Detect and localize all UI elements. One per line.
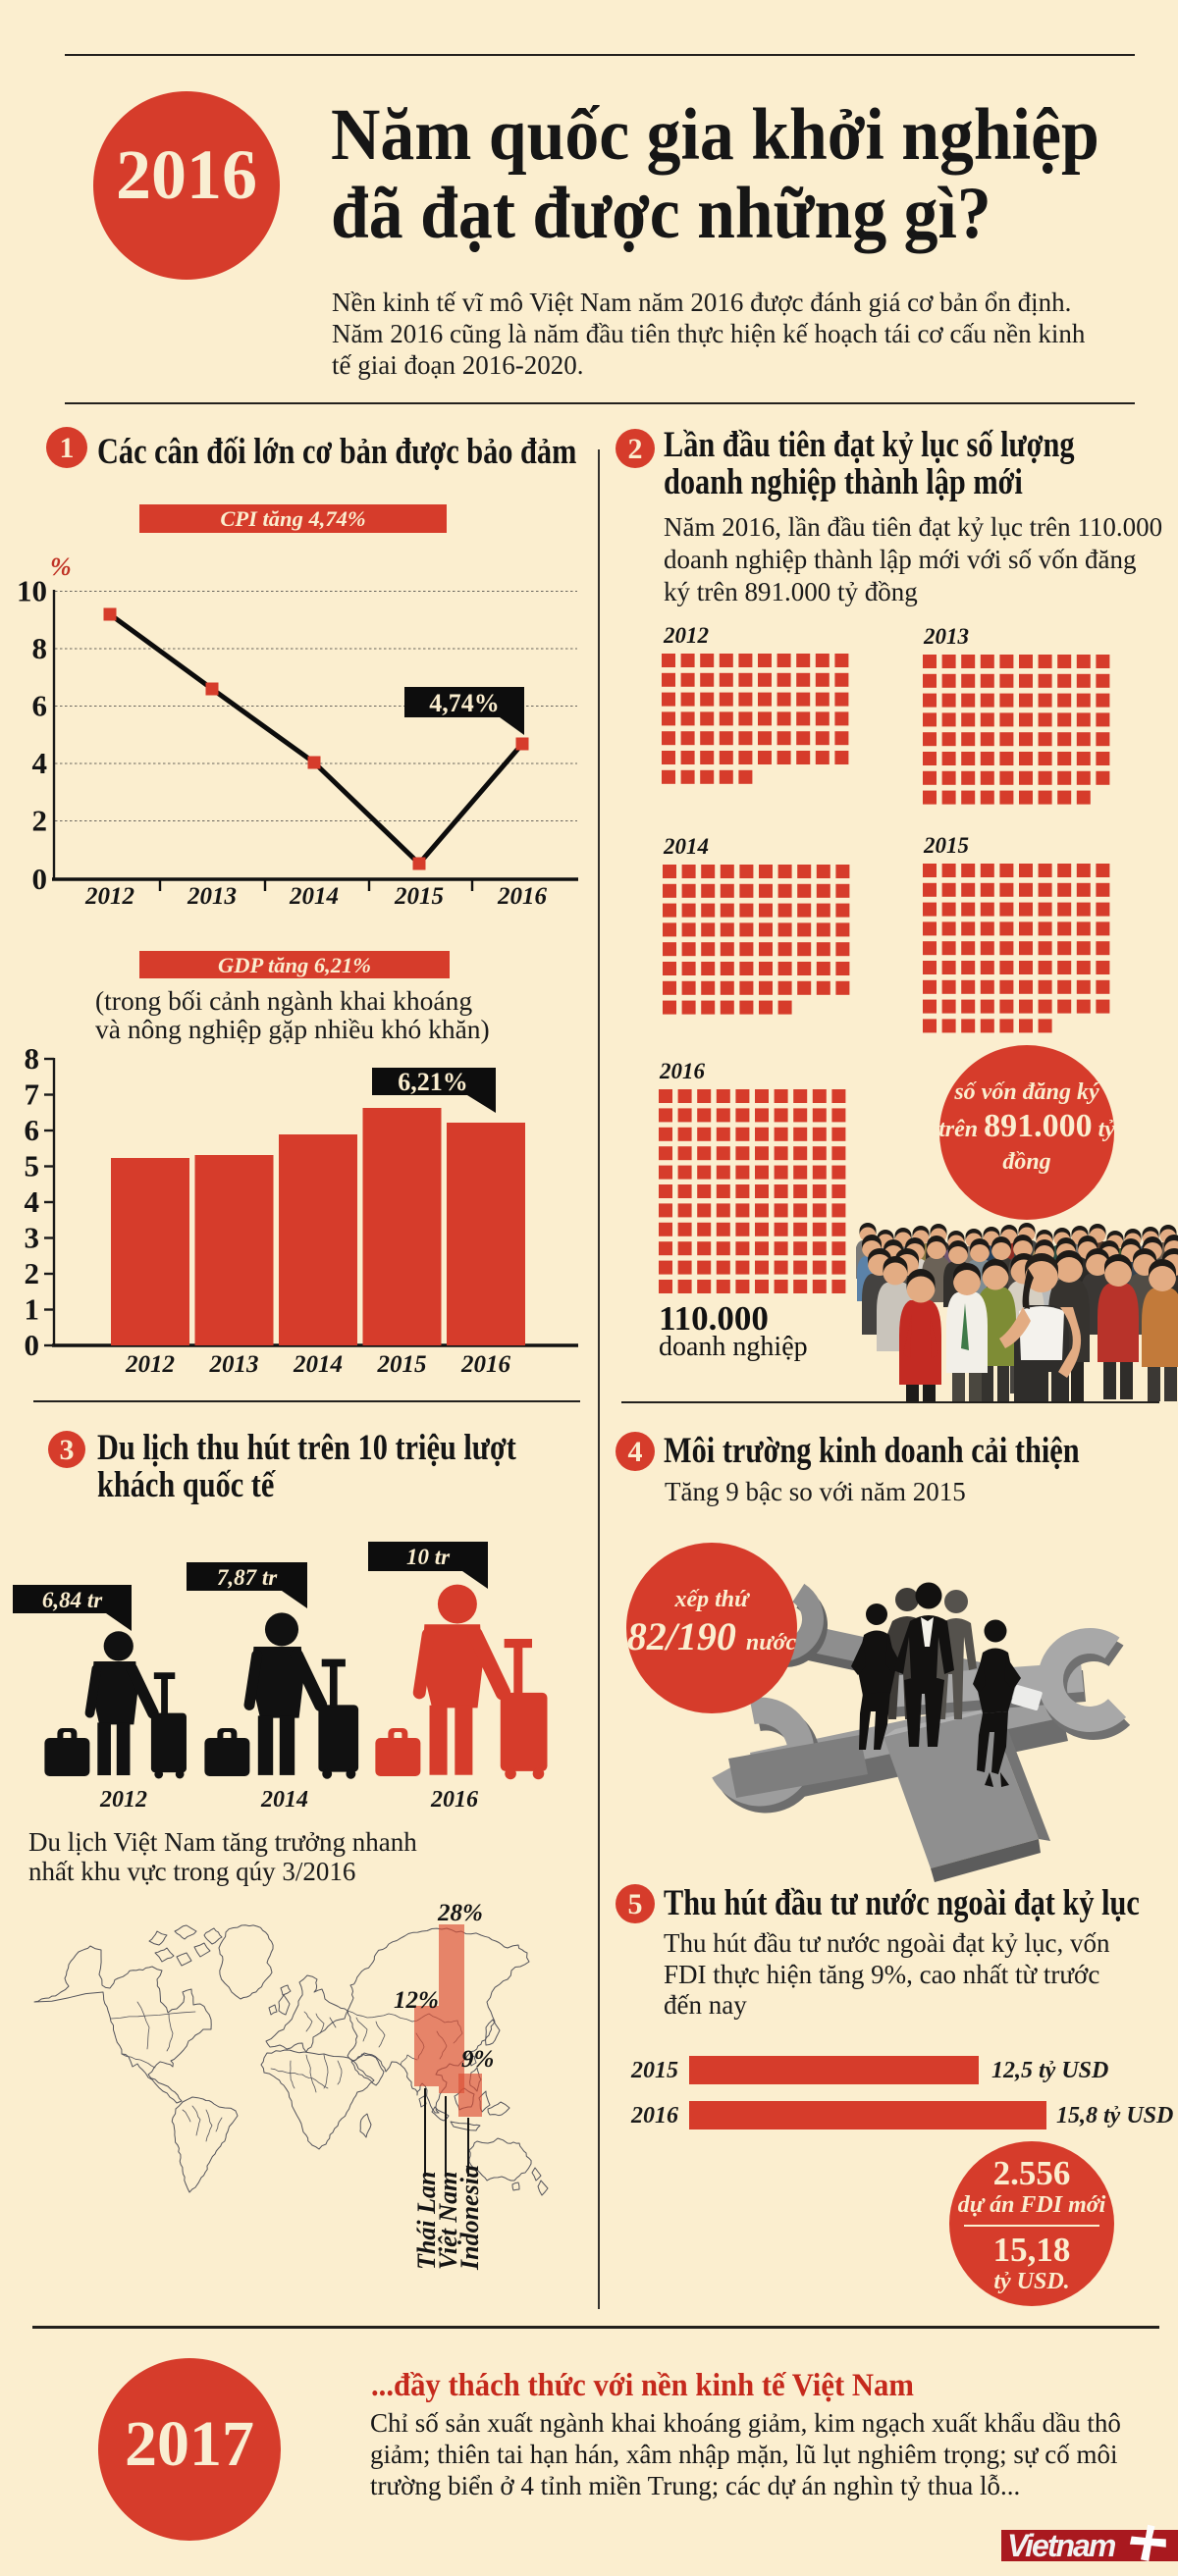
svg-text:4: 4	[32, 746, 48, 780]
svg-text:1: 1	[25, 1292, 40, 1327]
svg-text:2016: 2016	[497, 883, 548, 910]
svg-text:Indonesia: Indonesia	[455, 2165, 484, 2271]
svg-text:8: 8	[32, 631, 48, 665]
svg-text:28%: 28%	[437, 1900, 483, 1926]
svg-text:6,84 tr: 6,84 tr	[42, 1588, 103, 1612]
svg-text:2016: 2016	[659, 1059, 706, 1083]
svg-text:6: 6	[25, 1113, 40, 1147]
svg-text:0: 0	[25, 1328, 40, 1362]
svg-text:9%: 9%	[461, 2046, 494, 2073]
svg-text:6,21%: 6,21%	[398, 1068, 468, 1096]
svg-text:2: 2	[32, 804, 48, 838]
svg-text:10 tr: 10 tr	[406, 1545, 451, 1569]
svg-text:2014: 2014	[293, 1351, 343, 1378]
svg-text:7,87 tr: 7,87 tr	[217, 1565, 278, 1590]
svg-text:8: 8	[25, 1041, 40, 1076]
svg-text:3: 3	[25, 1221, 40, 1255]
svg-text:2015: 2015	[377, 1351, 427, 1378]
svg-text:2012: 2012	[99, 1787, 147, 1813]
svg-text:Thái Lan: Thái Lan	[412, 2172, 441, 2270]
svg-text:7: 7	[25, 1078, 40, 1112]
svg-text:Việt Nam: Việt Nam	[434, 2172, 462, 2270]
svg-text:2012: 2012	[663, 623, 709, 648]
svg-text:2016: 2016	[460, 1351, 511, 1378]
svg-text:2013: 2013	[209, 1351, 259, 1378]
svg-text:2015: 2015	[394, 883, 444, 910]
svg-text:6: 6	[32, 689, 48, 723]
svg-text:4: 4	[25, 1184, 40, 1219]
svg-text:2015: 2015	[923, 833, 969, 858]
svg-text:2013: 2013	[923, 624, 969, 649]
svg-text:4,74%: 4,74%	[429, 689, 500, 717]
svg-text:2012: 2012	[84, 883, 134, 910]
svg-text:12%: 12%	[394, 1987, 439, 2014]
svg-text:2016: 2016	[430, 1787, 478, 1813]
svg-text:2013: 2013	[187, 883, 237, 910]
svg-text:2014: 2014	[289, 883, 339, 910]
svg-text:10: 10	[17, 574, 47, 608]
svg-text:2: 2	[25, 1256, 40, 1290]
svg-text:2014: 2014	[663, 834, 709, 859]
svg-text:2012: 2012	[125, 1351, 175, 1378]
svg-text:2014: 2014	[260, 1787, 308, 1813]
svg-text:0: 0	[32, 862, 48, 896]
svg-text:5: 5	[25, 1149, 40, 1183]
